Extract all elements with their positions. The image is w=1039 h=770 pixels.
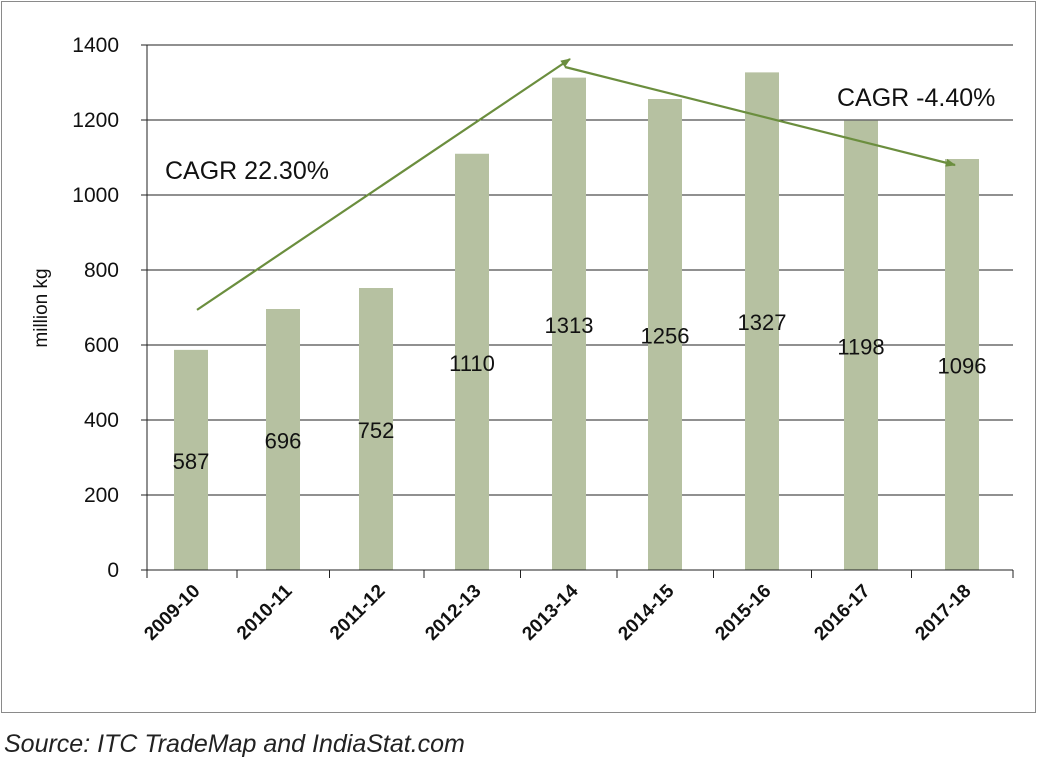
x-tick-label: 2017-18 xyxy=(911,581,975,645)
x-tick-label: 2009-10 xyxy=(140,581,204,645)
data-label: 1198 xyxy=(837,334,884,359)
y-tick-label: 1000 xyxy=(72,184,119,207)
bar xyxy=(648,99,682,570)
cagr-decline-arrow xyxy=(564,65,956,167)
bar-chart: 587 696 752 1110 1313 1256 1327 1198 1096 0 200 40… xyxy=(31,34,1014,645)
data-label: 1313 xyxy=(545,313,594,338)
bar xyxy=(266,309,300,570)
bar xyxy=(552,77,586,570)
cagr-growth-arrow xyxy=(196,58,571,311)
source-note: Source: ITC TradeMap and IndiaStat.com xyxy=(4,730,465,758)
cagr-annotations: CAGR 22.30% CAGR -4.40% xyxy=(165,58,995,311)
x-tick-label: 2011-12 xyxy=(326,581,389,644)
data-label: 1327 xyxy=(738,310,787,335)
data-label: 696 xyxy=(265,429,302,454)
bar xyxy=(745,72,779,570)
y-tick-label: 1400 xyxy=(72,34,119,57)
data-label: 1110 xyxy=(449,351,495,376)
y-tick-label: 200 xyxy=(84,484,119,507)
bar xyxy=(455,153,489,570)
data-label: 1256 xyxy=(641,324,690,349)
data-label: 587 xyxy=(173,449,210,474)
x-tick-label: 2013-14 xyxy=(518,580,582,644)
value-labels: 587 696 752 1110 1313 1256 1327 1198 1096 xyxy=(173,310,987,474)
data-label: 752 xyxy=(358,418,395,443)
chart-frame: 587 696 752 1110 1313 1256 1327 1198 1096 0 200 40… xyxy=(1,1,1036,713)
cagr-growth-label: CAGR 22.30% xyxy=(165,157,329,185)
y-tick-label: 1200 xyxy=(72,109,119,132)
bars xyxy=(174,72,979,570)
cagr-decline-label: CAGR -4.40% xyxy=(837,84,995,112)
data-label: 1096 xyxy=(938,354,987,379)
bar xyxy=(174,349,208,570)
y-axis-label: million kg xyxy=(31,268,52,347)
x-tick-label: 2016-17 xyxy=(810,581,874,645)
y-tick-label: 400 xyxy=(84,409,119,432)
x-tick-label: 2010-11 xyxy=(233,580,297,644)
y-tick-label: 600 xyxy=(84,334,119,357)
bar xyxy=(844,120,878,570)
bar xyxy=(945,159,979,570)
bar xyxy=(359,288,393,570)
x-tick-label: 2014-15 xyxy=(614,580,678,644)
y-tick-label: 0 xyxy=(107,559,119,582)
y-tick-label: 800 xyxy=(84,259,119,282)
x-tick-label: 2012-13 xyxy=(421,581,485,645)
x-tick-label: 2015-16 xyxy=(711,581,775,645)
